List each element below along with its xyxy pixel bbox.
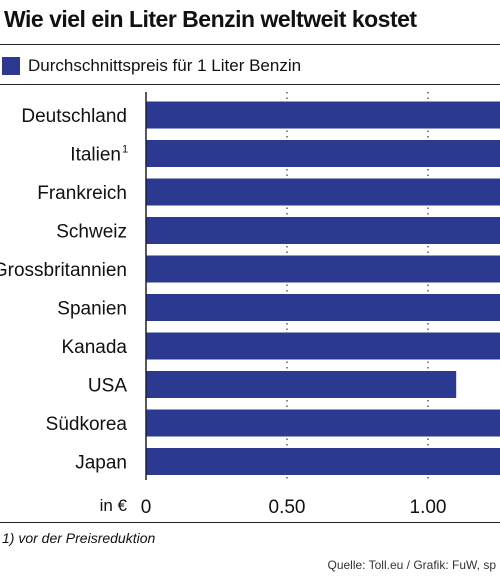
x-tick-label-2: 1.00 [410, 497, 447, 518]
bar-6 [146, 332, 500, 360]
bar-2 [146, 178, 500, 206]
category-label-1: Italien [70, 145, 121, 166]
legend-rule [0, 84, 500, 85]
category-label-9: Japan [75, 453, 127, 474]
x-tick-label-1: 0.50 [269, 497, 306, 518]
bar-4 [146, 255, 500, 283]
bar-1 [146, 140, 500, 167]
category-label-2: Frankreich [37, 183, 127, 204]
bar-8 [146, 409, 500, 437]
category-label-5: Spanien [57, 299, 127, 320]
footnote-rule [0, 522, 500, 523]
category-label-8: Südkorea [46, 414, 128, 435]
legend-swatch [2, 57, 20, 75]
bar-5 [146, 294, 500, 321]
category-label-4: Grossbritannien [0, 260, 127, 281]
bar-9 [146, 448, 500, 475]
x-tick-label-0: 0 [141, 497, 152, 518]
x-axis-unit-label: in € [100, 496, 128, 515]
footnote: 1) vor der Preisreduktion [2, 530, 156, 546]
category-label-7: USA [88, 376, 127, 397]
bar-0 [146, 101, 500, 129]
category-label-3: Schweiz [56, 222, 127, 243]
chart-title: Wie viel ein Liter Benzin weltweit koste… [4, 6, 417, 32]
legend: Durchschnittspreis für 1 Liter Benzin [2, 55, 301, 77]
bar-3 [146, 217, 500, 244]
legend-label: Durchschnittspreis für 1 Liter Benzin [28, 56, 302, 75]
category-superscript-1: 1 [122, 144, 128, 156]
title-rule [0, 44, 500, 45]
category-label-6: Kanada [61, 337, 127, 358]
bar-7 [146, 371, 457, 398]
source-credit: Quelle: Toll.eu / Grafik: FuW, sp [327, 558, 496, 572]
category-label-0: Deutschland [21, 106, 127, 127]
